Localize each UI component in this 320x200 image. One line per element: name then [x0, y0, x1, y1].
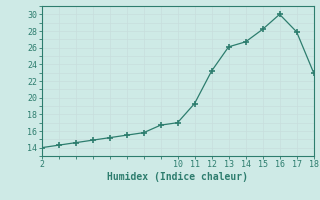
X-axis label: Humidex (Indice chaleur): Humidex (Indice chaleur) [107, 172, 248, 182]
